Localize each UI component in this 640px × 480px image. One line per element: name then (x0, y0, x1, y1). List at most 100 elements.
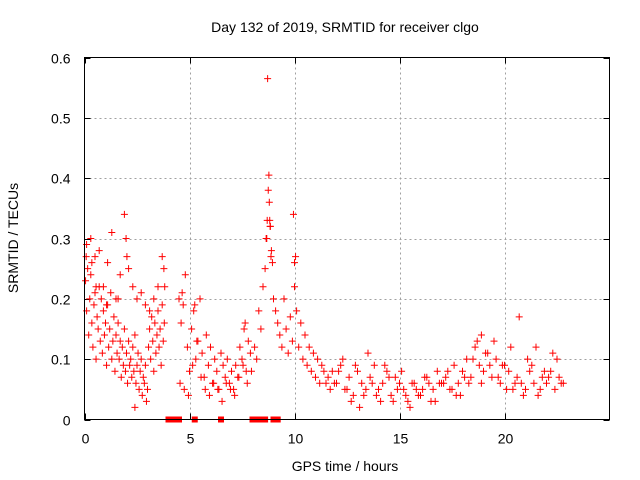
data-point (196, 295, 204, 303)
data-point (132, 379, 140, 387)
data-point (398, 367, 406, 375)
data-point (191, 301, 199, 309)
data-point (488, 373, 496, 381)
data-point (396, 379, 403, 387)
data-point (337, 361, 345, 369)
data-point (389, 397, 397, 405)
data-point (123, 253, 131, 261)
data-point (335, 367, 343, 375)
data-point (448, 385, 456, 393)
data-point (198, 349, 206, 357)
data-point (507, 343, 515, 351)
data-point (91, 289, 99, 297)
data-point (253, 355, 261, 363)
data-point (186, 367, 193, 375)
data-point (111, 367, 119, 375)
data-point (214, 385, 222, 393)
data-point (509, 385, 517, 393)
data-point (141, 301, 149, 309)
data-point (257, 325, 265, 333)
data-point (519, 391, 527, 399)
x-tick-label: 0 (82, 431, 90, 447)
data-point (440, 379, 448, 387)
data-point (176, 379, 184, 387)
data-point (155, 343, 163, 351)
data-point (377, 397, 385, 405)
data-point (288, 337, 296, 345)
data-point (431, 397, 439, 405)
data-point (158, 301, 166, 309)
data-point (286, 313, 294, 321)
data-point (465, 379, 473, 387)
data-point (299, 355, 307, 363)
data-point (532, 343, 540, 351)
data-point (139, 373, 147, 381)
data-point (110, 313, 118, 321)
data-point (158, 253, 166, 261)
data-point (222, 379, 230, 387)
data-point (217, 349, 225, 357)
data-point (183, 343, 191, 351)
data-point (91, 253, 99, 261)
data-point (188, 325, 196, 333)
data-point (307, 367, 315, 375)
data-point (136, 367, 144, 375)
data-point (318, 361, 326, 369)
data-point (150, 367, 158, 375)
data-point (89, 343, 97, 351)
data-point (146, 325, 154, 333)
data-point (154, 283, 162, 291)
data-point (291, 283, 298, 291)
data-point (282, 325, 290, 333)
data-point (95, 247, 103, 255)
data-point (88, 259, 96, 267)
data-point (152, 349, 160, 357)
data-point (204, 361, 212, 369)
data-point (120, 210, 128, 218)
data-point (289, 210, 297, 218)
data-point (540, 367, 548, 375)
data-point (98, 349, 106, 357)
data-point (131, 403, 139, 411)
data-point (351, 361, 359, 369)
data-point (244, 337, 252, 345)
data-point (461, 373, 469, 381)
data-point (404, 397, 412, 405)
data-point (381, 361, 389, 369)
data-point (103, 361, 111, 369)
data-point (193, 337, 201, 345)
data-point (192, 355, 200, 363)
data-point (92, 283, 100, 291)
data-point (125, 337, 133, 345)
data-point (339, 355, 347, 363)
data-point (274, 319, 282, 327)
data-point (412, 385, 420, 393)
data-point (543, 379, 550, 387)
data-point (486, 361, 494, 369)
data-point (141, 361, 149, 369)
data-point (124, 379, 132, 387)
data-point (264, 186, 272, 194)
data-point (555, 373, 563, 381)
data-point (444, 367, 452, 375)
data-point (146, 307, 154, 315)
data-point (469, 355, 477, 363)
y-tick-label: 0.5 (51, 111, 71, 127)
chart-title: Day 132 of 2019, SRMTID for receiver clg… (211, 19, 479, 35)
y-tick-label: 0.1 (51, 352, 71, 368)
data-point (120, 325, 128, 333)
data-point (513, 373, 521, 381)
data-point (473, 337, 481, 345)
data-point (349, 391, 357, 399)
data-point (354, 367, 361, 375)
data-point (134, 349, 142, 357)
y-axis-label: SRMTID / TECUs (5, 183, 21, 293)
data-point (442, 373, 450, 381)
data-point (517, 379, 525, 387)
data-point (243, 379, 251, 387)
data-point (505, 367, 513, 375)
data-point (255, 307, 263, 315)
data-point (82, 253, 90, 261)
data-point (121, 367, 129, 375)
data-point (471, 343, 479, 351)
